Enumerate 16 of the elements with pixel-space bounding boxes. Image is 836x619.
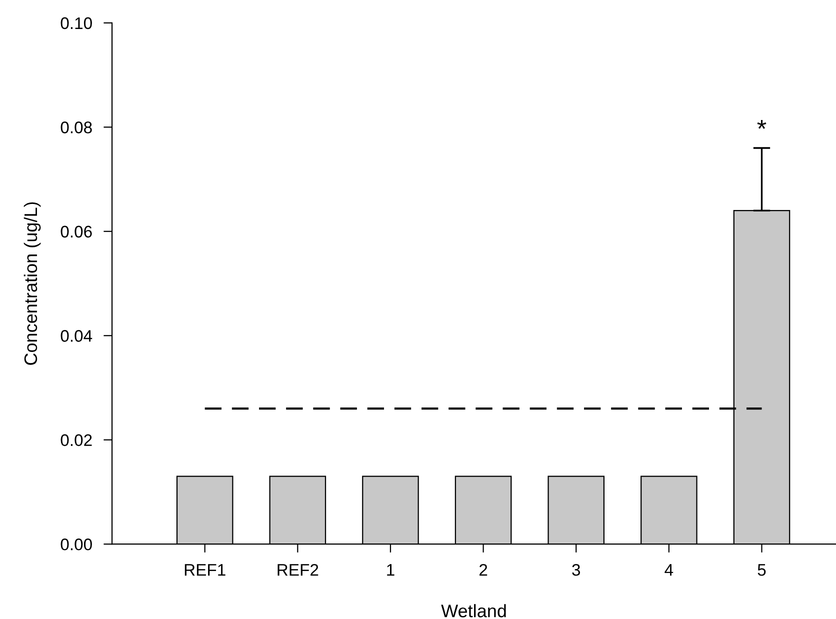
x-tick-label: 2 [480, 564, 488, 576]
y-axis-title: Concentration (ug/L) [24, 202, 41, 365]
y-tick-label: 0.02 [60, 434, 92, 446]
x-axis-title: Wetland [441, 604, 506, 618]
y-tick-label: 0.04 [60, 330, 92, 342]
x-tick-label: 5 [758, 564, 766, 576]
x-tick-label: 3 [572, 564, 580, 576]
x-tick-label: REF1 [184, 564, 226, 576]
y-tick-label: 0.06 [60, 226, 92, 238]
annotation: * [757, 120, 766, 129]
x-tick-label: 4 [664, 564, 674, 576]
x-tick-label: 1 [387, 564, 394, 576]
y-tick-label: 0.00 [60, 538, 92, 550]
x-tick-label: REF2 [278, 564, 318, 576]
y-tick-label: 0.08 [60, 122, 92, 134]
y-tick-label: 0.10 [60, 17, 92, 30]
